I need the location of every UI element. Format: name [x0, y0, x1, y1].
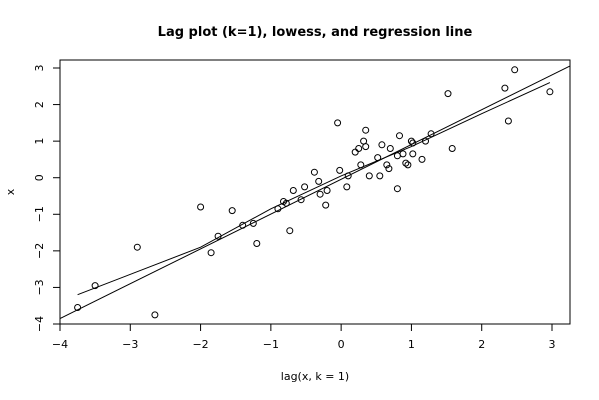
- data-point: [374, 154, 382, 162]
- x-axis-label: lag(x, k = 1): [281, 370, 349, 383]
- x-tick-label: 2: [478, 338, 485, 351]
- data-point: [74, 304, 82, 311]
- data-point: [504, 117, 512, 125]
- data-point: [207, 249, 215, 257]
- data-point: [91, 282, 99, 290]
- data-point: [376, 172, 384, 180]
- chart-title: Lag plot (k=1), lowess, and regression l…: [158, 25, 473, 40]
- y-axis: −4 −3 −2 −1 0 1 2 3: [33, 65, 60, 332]
- data-point: [322, 201, 330, 209]
- data-point: [511, 66, 519, 74]
- data-point: [399, 150, 407, 158]
- x-tick-label: −1: [263, 338, 279, 351]
- data-point: [409, 150, 417, 158]
- x-tick-label: −2: [192, 338, 208, 351]
- data-point: [197, 203, 205, 211]
- y-tick-label: 2: [33, 101, 46, 108]
- data-point: [228, 207, 236, 215]
- data-point: [422, 137, 429, 145]
- data-point: [365, 172, 373, 180]
- y-axis-label: x: [4, 188, 17, 195]
- data-point: [402, 159, 410, 167]
- data-points: [74, 66, 554, 319]
- data-point: [418, 155, 426, 163]
- data-point: [378, 141, 386, 149]
- data-point: [546, 88, 554, 96]
- data-point: [351, 148, 359, 156]
- y-tick-label: 1: [33, 138, 46, 145]
- data-point: [282, 199, 290, 207]
- data-point: [274, 205, 282, 213]
- data-point: [133, 243, 141, 251]
- data-point: [448, 145, 456, 152]
- data-point: [343, 183, 351, 191]
- data-point: [501, 84, 509, 92]
- x-tick-label: 3: [549, 338, 556, 351]
- data-point: [239, 221, 247, 229]
- data-point: [362, 143, 370, 151]
- data-point: [316, 190, 324, 198]
- y-tick-label: −1: [33, 206, 46, 222]
- data-point: [315, 177, 323, 185]
- y-tick-label: −3: [33, 279, 46, 295]
- x-tick-label: −4: [52, 338, 68, 351]
- series-lines: [60, 65, 570, 319]
- regression-line: [60, 65, 570, 319]
- data-point: [362, 126, 370, 134]
- plot-frame: [59, 59, 571, 325]
- data-point: [407, 137, 415, 145]
- data-point: [249, 219, 257, 227]
- lowess-line: [77, 82, 551, 296]
- x-axis: −4 −3 −2 −1 0 1 2 3: [52, 324, 556, 351]
- y-tick-label: −4: [33, 316, 46, 332]
- data-point: [393, 185, 401, 193]
- data-point: [383, 161, 391, 169]
- data-point: [385, 165, 393, 173]
- data-point: [289, 187, 297, 194]
- x-tick-label: 0: [338, 338, 345, 351]
- data-point: [323, 187, 331, 194]
- data-point: [444, 90, 452, 98]
- data-point: [355, 145, 363, 152]
- data-point: [427, 130, 435, 138]
- x-tick-label: −3: [122, 338, 138, 351]
- data-point: [357, 161, 365, 169]
- y-tick-label: 0: [33, 174, 46, 181]
- x-tick-label: 1: [408, 338, 415, 351]
- data-point: [344, 172, 352, 180]
- data-point: [214, 232, 222, 240]
- data-point: [310, 168, 318, 176]
- data-point: [286, 227, 294, 235]
- data-point: [151, 311, 159, 319]
- data-point: [386, 145, 394, 152]
- data-point: [336, 166, 344, 174]
- y-tick-label: 3: [33, 65, 46, 72]
- data-point: [409, 139, 417, 147]
- y-tick-label: −2: [33, 243, 46, 259]
- data-point: [396, 132, 403, 140]
- data-point: [297, 196, 305, 204]
- data-point: [334, 119, 342, 127]
- data-point: [404, 161, 412, 169]
- data-point: [253, 240, 261, 247]
- data-point: [301, 183, 309, 191]
